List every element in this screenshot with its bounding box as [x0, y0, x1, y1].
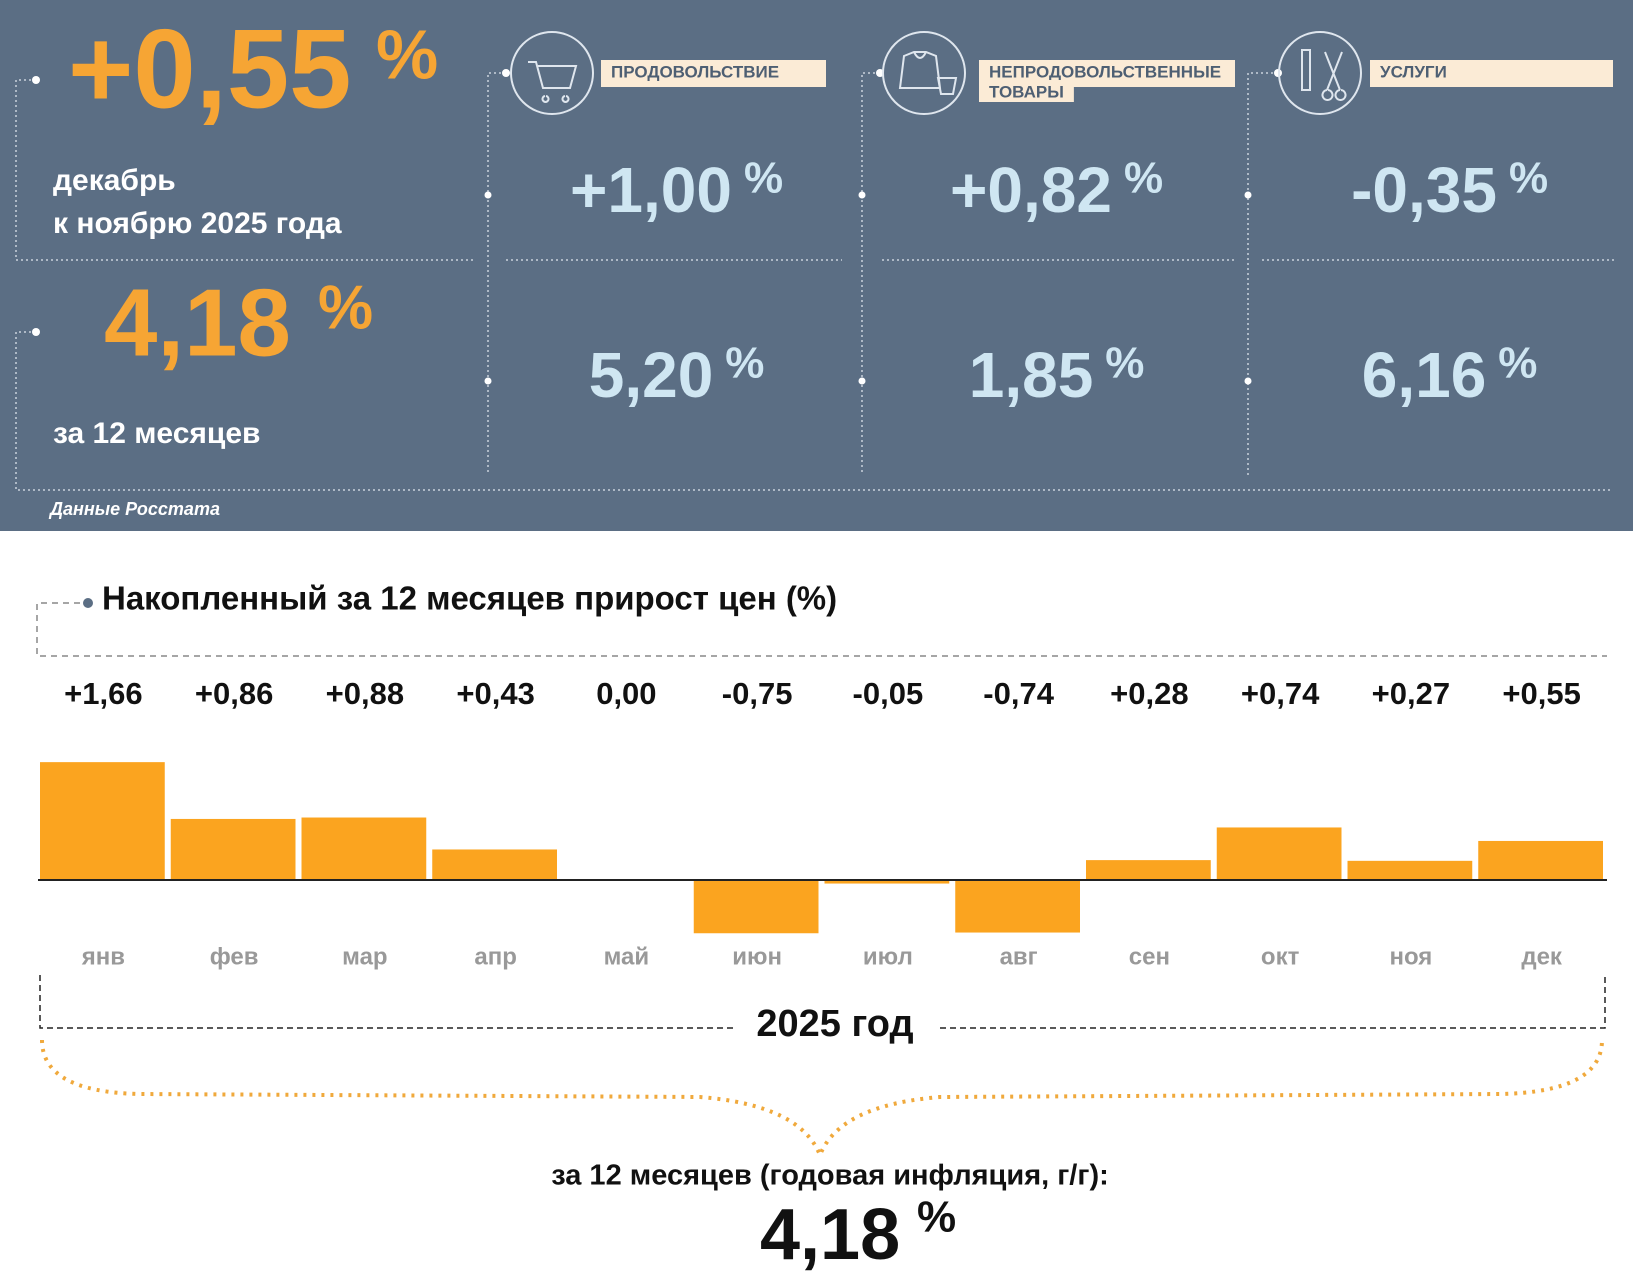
bar	[40, 762, 165, 880]
brace	[40, 1039, 1604, 1161]
x-tick-label: май	[604, 943, 650, 970]
bar	[301, 817, 427, 880]
value-label: -0,75	[722, 676, 793, 711]
annual-caption: за 12 месяцев	[53, 417, 260, 450]
year-bracket	[39, 975, 1606, 1029]
x-tick-label: окт	[1261, 943, 1300, 970]
title-bracket	[36, 602, 1607, 657]
x-tick-label: сен	[1129, 943, 1170, 970]
result-value: 4,18	[760, 1195, 900, 1275]
value-label: -0,05	[853, 676, 924, 711]
group-annual-unit: %	[1498, 339, 1537, 388]
source: Данные Росстата	[48, 499, 220, 519]
x-tick-label: июл	[863, 943, 913, 970]
group-annual-value: 1,85	[969, 339, 1094, 411]
value-label: +0,27	[1372, 676, 1450, 711]
x-tick-label: дек	[1521, 943, 1563, 970]
value-label: +1,66	[64, 676, 142, 711]
group-name: НЕПРОДОВОЛЬСТВЕННЫЕ	[989, 62, 1221, 81]
value-label: +0,88	[326, 676, 404, 711]
group-annual-unit: %	[725, 339, 764, 388]
groups: ПРОДОВОЛЬСТВИЕ+1,00 %5,20 %НЕПРОДОВОЛЬСТВЕ…	[570, 60, 1613, 411]
bar	[1478, 840, 1603, 880]
group-monthly-value: -0,35	[1351, 154, 1497, 226]
x-tick-label: апр	[474, 943, 517, 970]
group-monthly-unit: %	[744, 154, 783, 203]
value-label: 0,00	[596, 676, 656, 711]
bar	[693, 880, 819, 934]
group-name: ПРОДОВОЛЬСТВИЕ	[611, 62, 779, 81]
group-monthly-value: +0,82	[950, 154, 1112, 226]
bar	[955, 880, 1080, 933]
bar	[432, 849, 557, 880]
value-label: +0,43	[456, 676, 534, 711]
value-label: +0,28	[1110, 676, 1188, 711]
group-annual-unit: %	[1105, 339, 1144, 388]
x-tick-label: авг	[1000, 943, 1038, 970]
value-label: +0,55	[1502, 676, 1580, 711]
group-name-box	[1370, 60, 1613, 87]
bar	[1086, 860, 1211, 880]
x-tick-label: фев	[210, 943, 259, 970]
monthly-value: +0,55	[68, 7, 351, 132]
group-monthly-value: +1,00	[570, 154, 732, 226]
bar	[170, 818, 296, 880]
title-dot	[83, 598, 93, 608]
x-axis-label: 2025 год	[756, 1003, 913, 1045]
bar-chart: +1,66 янв +0,86 фев +0,88 мар +0,43 апр 0,00 май -…	[38, 676, 1607, 970]
group-name-box	[979, 80, 1074, 102]
value-label: +0,86	[195, 676, 273, 711]
group-name: УСЛУГИ	[1380, 62, 1447, 81]
group-annual-value: 5,20	[589, 339, 714, 411]
value-label: +0,74	[1241, 676, 1320, 711]
summary-panel	[0, 0, 1633, 531]
value-label: -0,74	[983, 676, 1054, 711]
panel-frame	[15, 69, 1615, 491]
bar	[824, 880, 950, 884]
group-annual-value: 6,16	[1362, 339, 1487, 411]
group-name: ТОВАРЫ	[989, 82, 1064, 101]
x-tick-label: ноя	[1389, 943, 1432, 970]
bar	[1216, 827, 1342, 880]
result-unit: %	[917, 1193, 956, 1242]
x-tick-label: июн	[732, 943, 782, 970]
result-caption: за 12 месяцев (годовая инфляция, г/г):	[551, 1160, 1109, 1192]
group-monthly-unit: %	[1124, 154, 1163, 203]
bar	[1347, 860, 1473, 880]
group-monthly-unit: %	[1509, 154, 1548, 203]
monthly-unit: %	[376, 15, 438, 93]
group-icons	[510, 31, 1362, 115]
chart-title: Накопленный за 12 месяцев прирост цен (%…	[102, 580, 837, 617]
annual-value: 4,18	[104, 269, 291, 376]
annual-unit: %	[318, 273, 373, 342]
x-tick-label: мар	[342, 943, 387, 970]
x-tick-label: янв	[81, 943, 125, 970]
monthly-caption: декабрь	[53, 164, 176, 197]
monthly-caption: к ноябрю 2025 года	[53, 207, 342, 240]
group-name-box	[601, 60, 826, 87]
